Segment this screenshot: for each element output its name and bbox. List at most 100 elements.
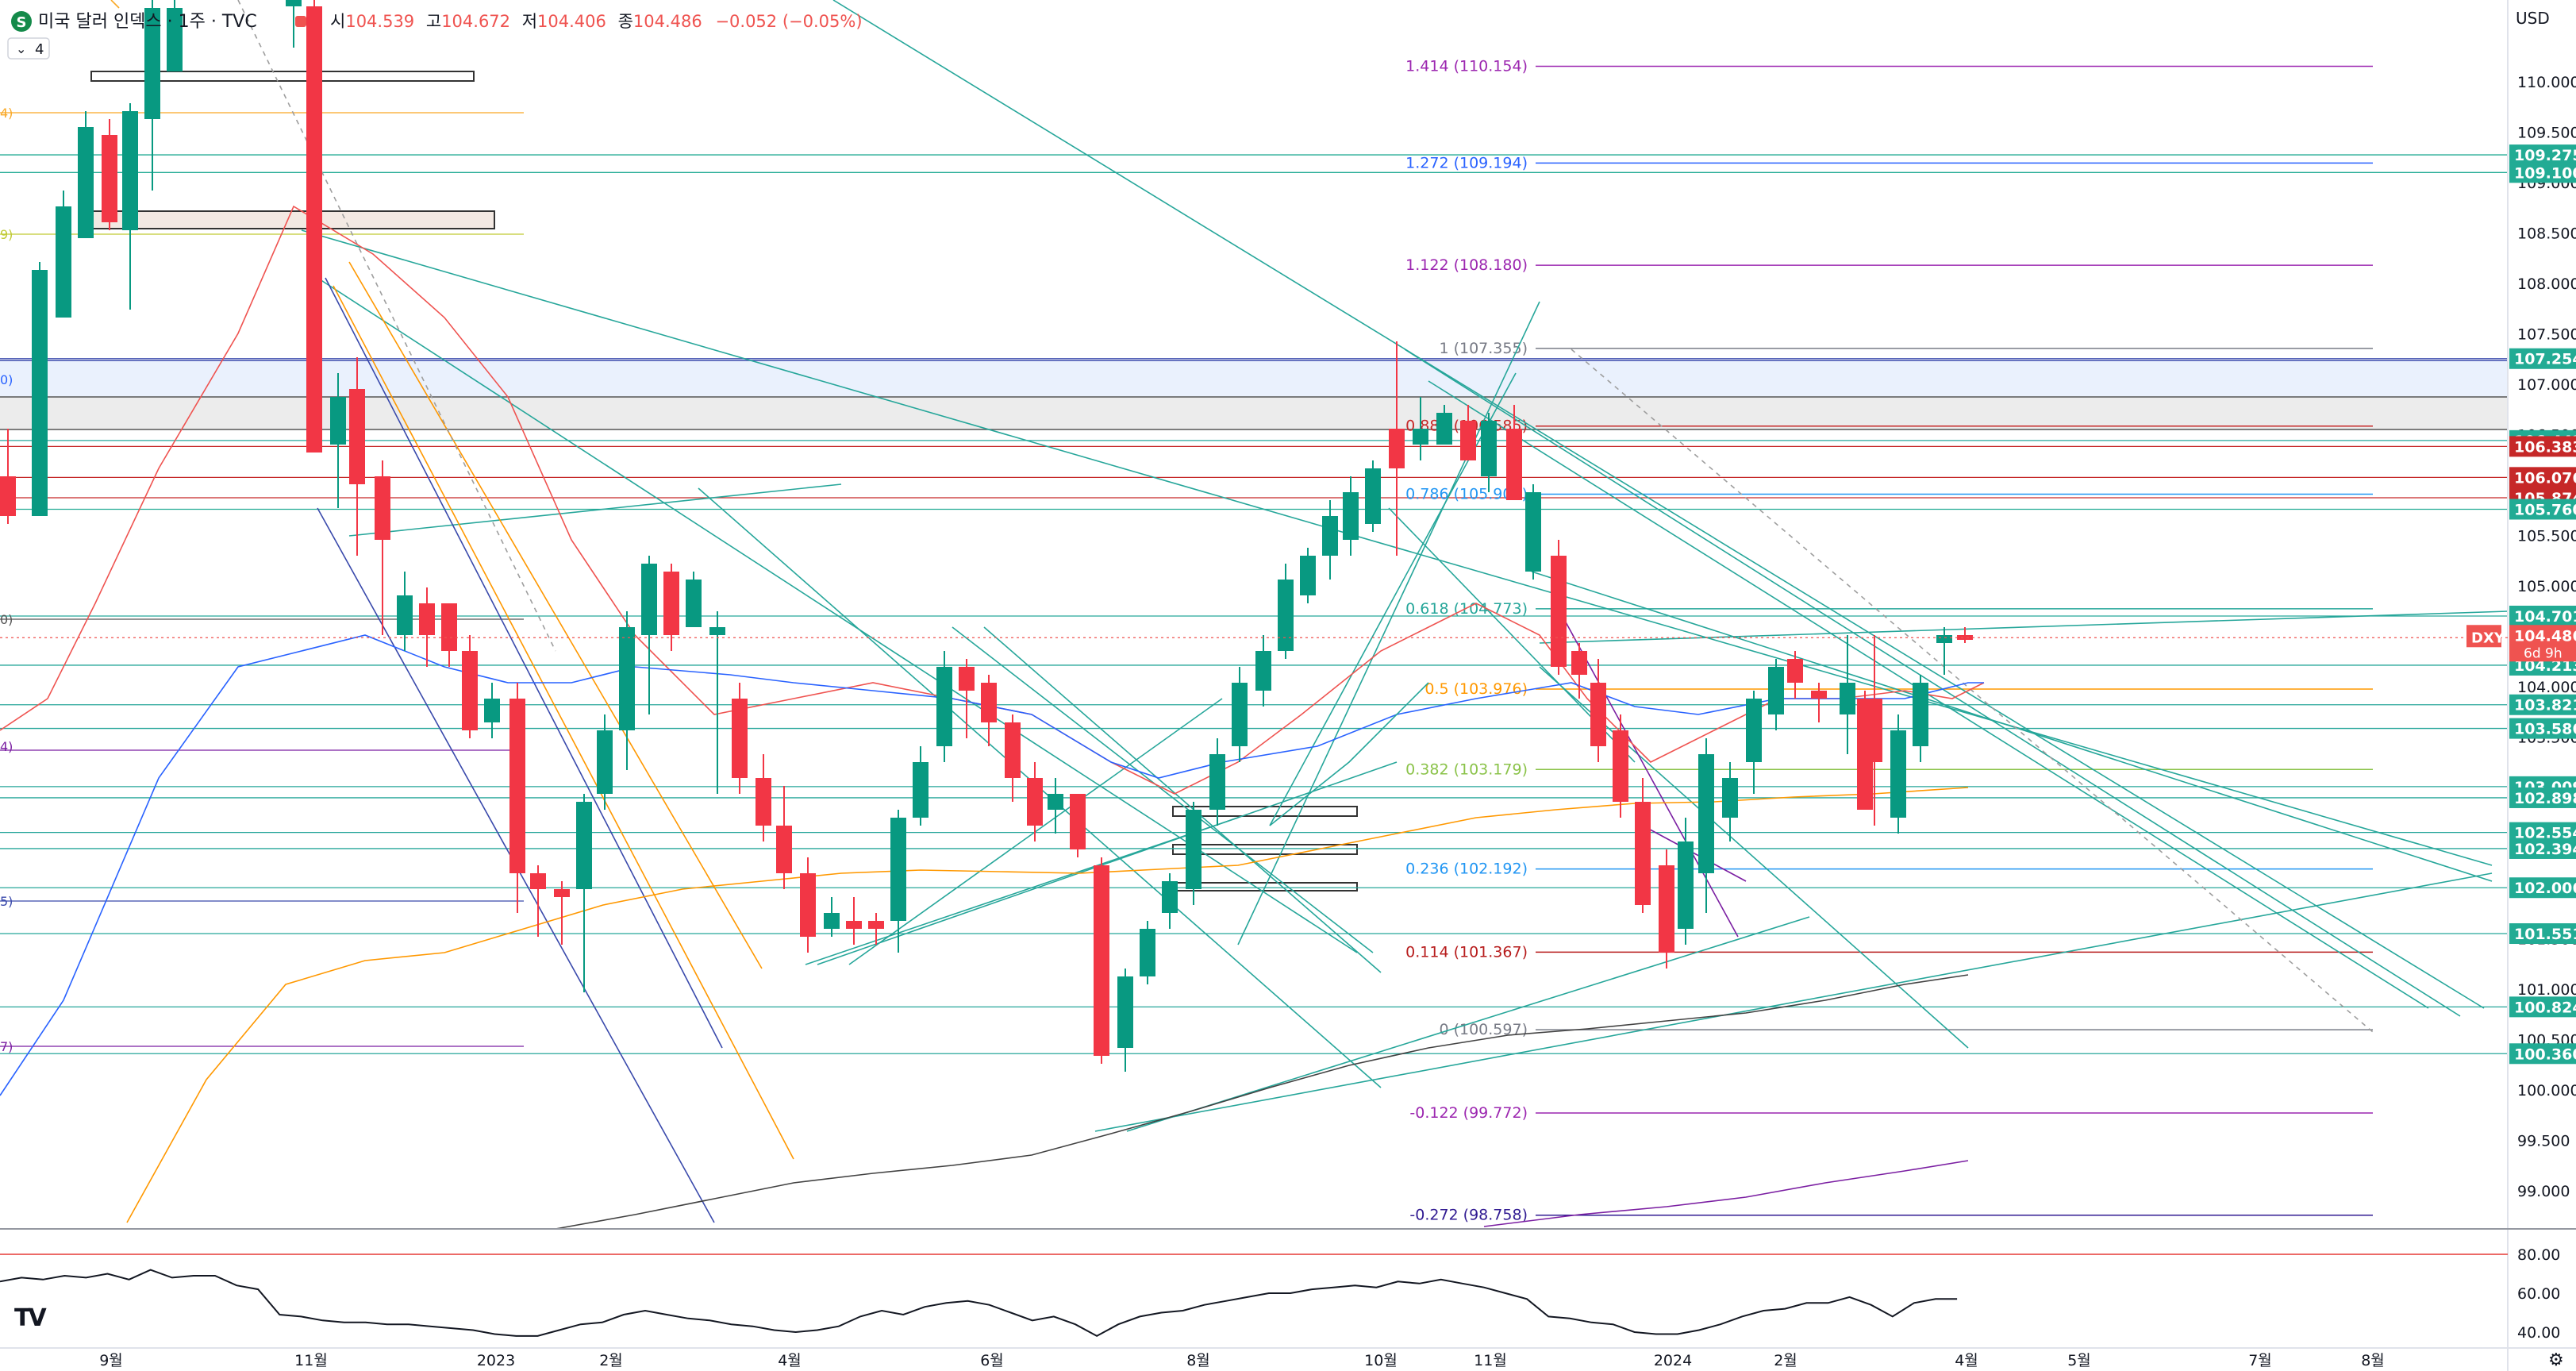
candle-body bbox=[1840, 683, 1855, 714]
trendline[interactable] bbox=[952, 626, 1374, 953]
current-price-value: 104.486 bbox=[2514, 627, 2576, 645]
trendline[interactable] bbox=[805, 817, 1239, 965]
fib-ratio: 0.382 bbox=[1405, 761, 1448, 778]
candle-body bbox=[619, 627, 635, 730]
candle-body bbox=[1635, 802, 1651, 905]
open-label: 시 bbox=[330, 12, 345, 31]
candle-body bbox=[1117, 976, 1133, 1048]
trendline[interactable] bbox=[1539, 666, 1969, 1049]
price-badge-label: 103.821 bbox=[2514, 697, 2576, 714]
candle-body bbox=[167, 8, 183, 71]
candle-body bbox=[78, 127, 94, 238]
price-badge bbox=[2509, 838, 2576, 859]
tradingview-logo-icon[interactable]: TV bbox=[14, 1304, 49, 1332]
rectangle-drawing[interactable] bbox=[1172, 806, 1358, 817]
price-badge-label: 105.760 bbox=[2514, 501, 2576, 518]
price-badge bbox=[2509, 605, 2576, 626]
fib-ratio: 0.786 bbox=[1405, 486, 1448, 503]
price-tick-label: 99.000 bbox=[2517, 1183, 2570, 1200]
highlight-zones bbox=[0, 71, 2508, 892]
current-price-badge bbox=[2509, 625, 2576, 662]
price-tick-label: 109.500 bbox=[2517, 125, 2576, 142]
price-badge bbox=[2509, 996, 2576, 1018]
trendline[interactable] bbox=[1094, 872, 2493, 1132]
price-badge-label: 103.586 bbox=[2514, 721, 2576, 738]
candlesticks bbox=[0, 0, 1973, 1072]
trendline[interactable] bbox=[348, 261, 763, 969]
symbol-logo-icon bbox=[11, 11, 32, 32]
trendline[interactable] bbox=[237, 0, 556, 652]
time-tick-label: 11월 bbox=[1474, 1352, 1507, 1369]
trendline[interactable] bbox=[1126, 916, 1810, 1132]
candle-body bbox=[1613, 730, 1628, 802]
time-tick-label: 8월 bbox=[1186, 1352, 1210, 1369]
price-tick-label: 105.500 bbox=[2517, 528, 2576, 545]
time-tick-label: 4월 bbox=[1955, 1352, 1978, 1369]
candle-body bbox=[1722, 778, 1738, 818]
symbol-title[interactable]: 미국 달러 인덱스 · 1주 · TVC bbox=[38, 12, 257, 32]
fib-level-label: 0 (100.597) bbox=[1439, 1021, 1528, 1038]
candle-body bbox=[846, 921, 862, 929]
currency-button[interactable]: USD bbox=[2516, 9, 2550, 28]
trendline[interactable] bbox=[983, 626, 1382, 973]
fib-ratio: 1 bbox=[1439, 340, 1448, 357]
trendline[interactable] bbox=[1237, 301, 1540, 945]
candle-body bbox=[868, 921, 884, 929]
candle-body bbox=[1209, 754, 1225, 810]
rectangle-drawing[interactable] bbox=[1172, 844, 1358, 855]
candle-body bbox=[1525, 492, 1541, 572]
trendline[interactable] bbox=[317, 277, 1358, 953]
candle-body bbox=[1278, 580, 1294, 651]
candle-body bbox=[122, 111, 138, 230]
candle-body bbox=[349, 389, 365, 484]
open-value: 104.539 bbox=[345, 12, 414, 31]
time-tick-label: 7월 bbox=[2248, 1352, 2272, 1369]
collapse-indicators-button[interactable] bbox=[7, 37, 50, 60]
price-badge-label: 102.898 bbox=[2514, 790, 2576, 807]
moving-average-line bbox=[1483, 1160, 1969, 1227]
fib-price: 104.773 bbox=[1459, 600, 1522, 618]
candle-body bbox=[56, 206, 71, 318]
candle-body bbox=[597, 730, 613, 794]
price-badge-label: 106.076 bbox=[2514, 469, 2576, 487]
time-axis[interactable]: 9월 11월 2023 2월 4월 6월 8월 10월 11월 2024 2월 4월 5월 7월 8월 bbox=[0, 1347, 2576, 1369]
trendline[interactable] bbox=[333, 285, 794, 1160]
trendline[interactable] bbox=[817, 761, 1398, 965]
trendline[interactable] bbox=[832, 0, 2485, 1009]
candle-body bbox=[755, 778, 771, 826]
fib-ratio: 0.236 bbox=[1405, 861, 1448, 878]
price-tick-label: 107.500 bbox=[2517, 326, 2576, 344]
fib-ratio: 1.414 bbox=[1405, 57, 1448, 75]
price-badge-label: 104.213 bbox=[2514, 657, 2576, 675]
ohlc-readout: 시104.539 고104.672 저104.406 종104.486 −0.0… bbox=[330, 12, 863, 31]
price-badge-label: 106.383 bbox=[2514, 438, 2576, 456]
fib-price: 103.179 bbox=[1459, 761, 1522, 778]
price-badge bbox=[2509, 499, 2576, 520]
rectangle-drawing[interactable] bbox=[90, 210, 495, 229]
trendline[interactable] bbox=[325, 277, 723, 1049]
candle-body bbox=[397, 595, 413, 635]
fib-level-label: 0.236 (102.192) bbox=[1405, 861, 1528, 878]
fib-price: 109.194 bbox=[1459, 154, 1522, 171]
close-label: 종 bbox=[618, 12, 633, 31]
fib-ratio: -0.272 bbox=[1409, 1207, 1458, 1224]
rectangle-drawing[interactable] bbox=[90, 71, 475, 82]
trendline[interactable] bbox=[1531, 571, 2493, 882]
candle-body bbox=[1140, 929, 1155, 976]
price-badge bbox=[2509, 923, 2576, 945]
symbol-logo-letter: S bbox=[17, 14, 27, 31]
candle-body bbox=[419, 603, 435, 635]
settings-gear-icon[interactable]: ⚙ bbox=[2548, 1350, 2564, 1370]
candle-body bbox=[554, 889, 570, 897]
time-tick-label: 6월 bbox=[980, 1352, 1004, 1369]
trendline[interactable] bbox=[1404, 349, 2461, 1017]
trendline[interactable] bbox=[1642, 825, 1747, 882]
candle-body bbox=[484, 699, 500, 722]
trendline[interactable] bbox=[348, 483, 842, 537]
trendline[interactable] bbox=[1571, 349, 2374, 1033]
candle-body bbox=[1300, 556, 1316, 595]
fib-price: 105.909 bbox=[1459, 486, 1522, 503]
candle-body bbox=[936, 667, 952, 746]
